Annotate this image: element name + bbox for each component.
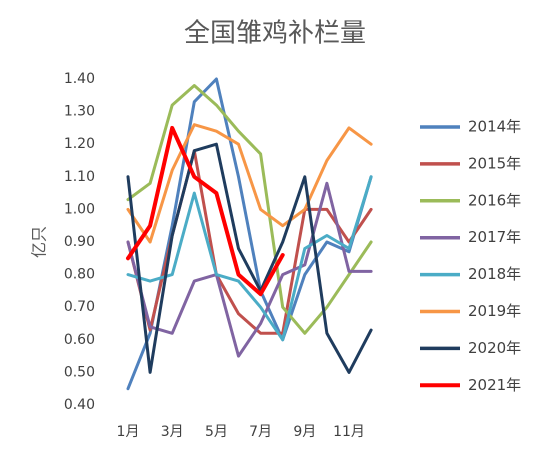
legend-label: 2015年 (468, 154, 521, 172)
x-tick-label: 3月 (161, 424, 184, 440)
series-line (126, 77, 373, 391)
legend-label: 2020年 (468, 339, 521, 357)
series-line (126, 84, 373, 335)
y-tick-label: 0.90 (64, 234, 95, 250)
x-tick-label: 9月 (293, 424, 316, 440)
y-tick-label: 0.70 (64, 299, 95, 315)
y-tick-label: 1.10 (64, 169, 95, 185)
series-line (126, 175, 373, 342)
y-axis-label: 亿只 (30, 226, 49, 258)
x-tick-label: 1月 (117, 424, 140, 440)
y-tick-label: 1.40 (64, 71, 95, 87)
y-tick-label: 1.30 (64, 104, 95, 120)
series-line (126, 123, 373, 244)
legend-label: 2019年 (468, 302, 521, 320)
legend-label: 2021年 (468, 376, 521, 394)
y-tick-label: 1.00 (64, 201, 95, 217)
series-line (126, 181, 373, 358)
legend-label: 2014年 (468, 118, 521, 136)
x-tick-label: 5月 (205, 424, 228, 440)
y-tick-label: 1.20 (64, 136, 95, 152)
y-tick-label: 0.40 (64, 397, 95, 413)
x-tick-label: 11月 (333, 424, 365, 440)
legend-label: 2018年 (468, 265, 521, 283)
series-line (126, 125, 285, 297)
legend-label: 2017年 (468, 228, 521, 246)
y-tick-label: 0.50 (64, 364, 95, 380)
chart-title: 全国雏鸡补栏量 (184, 19, 366, 49)
legend-label: 2016年 (468, 191, 521, 209)
series-line (126, 142, 373, 374)
y-tick-label: 0.80 (64, 267, 95, 283)
y-tick-label: 0.60 (64, 332, 95, 348)
x-tick-label: 7月 (249, 424, 272, 440)
